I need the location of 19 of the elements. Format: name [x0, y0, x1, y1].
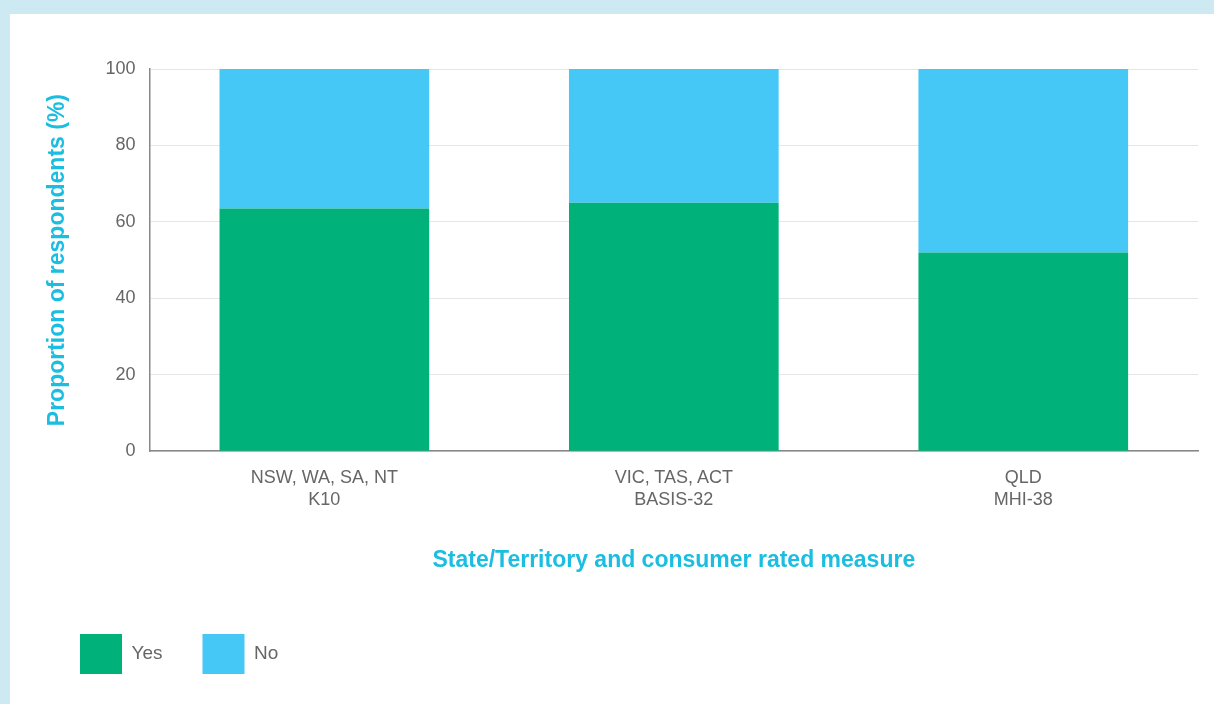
- x-tick-label: NSW, WA, SA, NT K10: [250, 466, 399, 509]
- x-tick-label: VIC, TAS, ACT BASIS-32: [614, 466, 733, 509]
- y-tick-label: 0: [125, 440, 136, 461]
- bar: [568, 69, 779, 203]
- legend-label: Yes: [131, 642, 163, 664]
- bar: [918, 69, 1129, 253]
- y-tick-label: 80: [115, 134, 136, 155]
- y-tick-label: 60: [115, 210, 136, 231]
- y-tick-label: 100: [105, 57, 136, 78]
- y-tick-label: 20: [115, 363, 136, 384]
- bar: [568, 202, 779, 451]
- bar: [219, 69, 430, 209]
- y-tick-label: 40: [115, 287, 136, 308]
- legend-label: No: [254, 642, 279, 664]
- x-axis-title: State/Territory and consumer rated measure: [432, 545, 916, 572]
- x-tick-label: QLD MHI-38: [993, 466, 1053, 509]
- y-axis-title: Proportion of respondents (%): [43, 93, 70, 427]
- bar: [918, 252, 1129, 451]
- bar: [219, 208, 430, 451]
